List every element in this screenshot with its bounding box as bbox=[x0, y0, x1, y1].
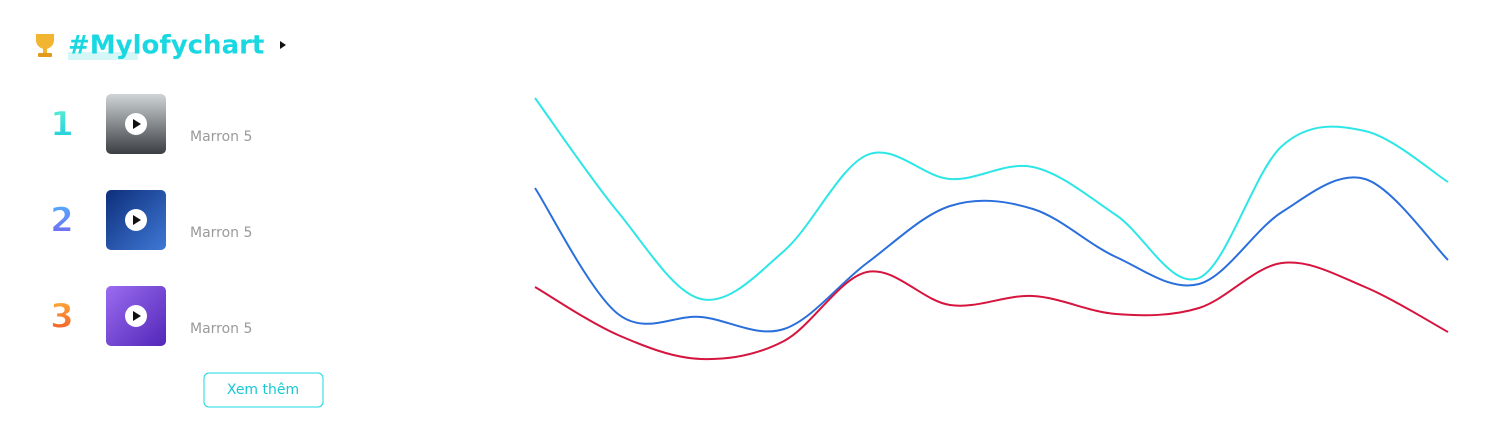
rank-number: 1 bbox=[50, 105, 74, 145]
line-series bbox=[534, 176, 1449, 333]
more-button[interactable] bbox=[203, 372, 324, 408]
play-icon bbox=[133, 215, 141, 225]
rank-number: 3 bbox=[50, 297, 74, 337]
rank-number: 2 bbox=[50, 201, 74, 241]
title-arrow[interactable] bbox=[280, 41, 286, 49]
play-icon bbox=[133, 119, 141, 129]
more-button-label[interactable]: Xem thêm bbox=[227, 382, 299, 398]
line-series bbox=[534, 97, 1449, 301]
chart-title[interactable]: #Mylofychart bbox=[68, 31, 264, 61]
artist-name[interactable]: Marron 5 bbox=[190, 225, 252, 241]
chart bbox=[534, 97, 1449, 361]
title-highlight bbox=[68, 52, 138, 60]
trophy-icon bbox=[36, 34, 54, 57]
artist-name[interactable]: Marron 5 bbox=[190, 321, 252, 337]
play-icon bbox=[133, 311, 141, 321]
artist-name[interactable]: Marron 5 bbox=[190, 129, 252, 145]
line-series bbox=[534, 261, 1449, 361]
